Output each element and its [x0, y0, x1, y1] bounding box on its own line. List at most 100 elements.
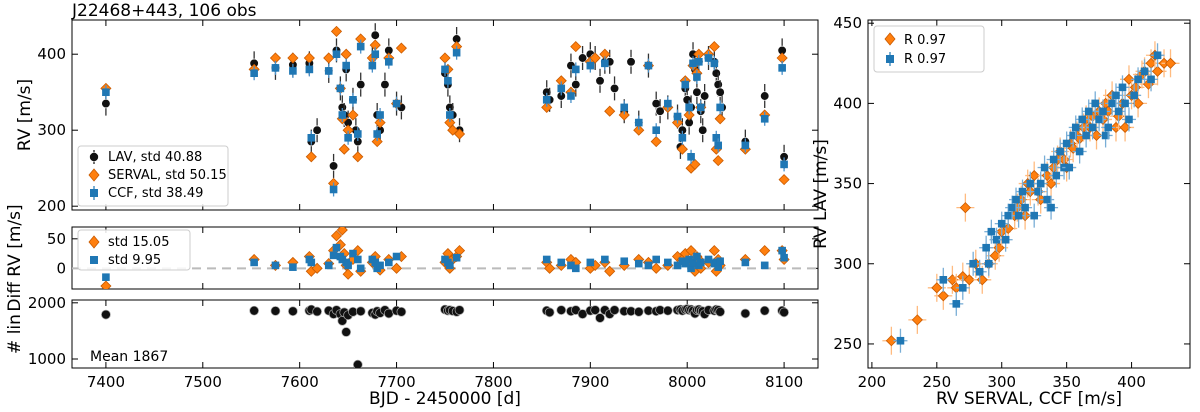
data-point: [352, 151, 364, 163]
data-point: [447, 124, 459, 136]
data-point: [987, 227, 996, 236]
data-point: [652, 126, 661, 134]
data-point: [577, 53, 588, 63]
data-point: [356, 42, 365, 51]
data-point: [1075, 147, 1084, 156]
data-point: [1118, 83, 1127, 92]
data-point: [342, 268, 354, 280]
data-point: [446, 111, 454, 119]
ytick-label: 2000: [28, 294, 66, 312]
data-point: [1004, 211, 1013, 220]
data-point: [931, 282, 943, 294]
data-point: [1121, 99, 1129, 108]
data-point: [997, 219, 1006, 228]
data-point: [1062, 139, 1071, 148]
rv-timeseries-ylabel: RV [m/s]: [15, 79, 35, 151]
data-point: [601, 255, 609, 264]
data-point: [1108, 99, 1116, 108]
xtick-label: 400: [1117, 373, 1146, 391]
ytick-label: 400: [37, 45, 66, 63]
data-point: [354, 130, 362, 138]
legend-lav-label: LAV, std 40.88: [108, 150, 202, 165]
data-point: [975, 267, 984, 276]
legend-serval-marker: [88, 168, 100, 182]
lav-vs-serval-ccf-legend-box: [873, 25, 985, 73]
data-point: [685, 255, 693, 264]
data-point: [1012, 195, 1020, 204]
data-point: [1114, 107, 1123, 116]
data-point: [741, 258, 750, 267]
lav-vs-serval-ccf-yticks: 250 300 350 400 450: [833, 14, 1190, 353]
data-point: [712, 258, 721, 267]
data-point: [373, 130, 381, 138]
data-point: [760, 115, 769, 123]
data-point: [1014, 211, 1023, 220]
data-point: [1036, 179, 1045, 188]
data-point: [452, 48, 461, 57]
series-square: [893, 43, 1165, 353]
data-point: [102, 273, 110, 281]
data-point: [634, 259, 643, 268]
data-point: [396, 306, 407, 317]
data-point: [740, 308, 751, 319]
data-point: [271, 261, 280, 270]
data-point: [604, 105, 616, 117]
data-point: [1140, 67, 1149, 76]
xtick-label: 7500: [184, 373, 222, 391]
rv-timeseries-xticks: [105, 20, 785, 210]
diff-rv-panel: 0 50 Diff RV [m/s] std 15.05 std 9.95: [5, 204, 819, 312]
data-point: [760, 91, 770, 101]
data-point: [1147, 75, 1155, 84]
data-point: [336, 84, 345, 93]
data-point: [289, 67, 297, 75]
data-point: [609, 83, 620, 94]
data-point: [355, 306, 366, 317]
data-point: [376, 261, 384, 270]
xtick-label: 7400: [87, 373, 125, 391]
data-point: [626, 57, 636, 67]
data-point: [678, 134, 687, 142]
data-point: [312, 125, 322, 135]
legend-diff-ccf-label: std 9.95: [108, 253, 161, 268]
data-point: [1008, 203, 1016, 212]
legend-diff-serval-marker: [88, 235, 100, 249]
data-point: [655, 106, 665, 116]
legend-r-serval-label: R 0.97: [904, 33, 946, 48]
data-point: [959, 202, 971, 214]
diff-rv-xticks: [105, 227, 785, 289]
data-point: [374, 117, 386, 129]
data-point: [570, 41, 582, 53]
data-point: [544, 262, 556, 274]
legend-r-serval-marker: [884, 32, 896, 46]
data-point: [544, 307, 555, 318]
data-point: [329, 251, 338, 260]
data-point: [392, 99, 401, 108]
data-point: [1095, 115, 1103, 124]
data-point: [444, 77, 452, 85]
data-point: [644, 261, 653, 270]
rv-timeseries-marks: [100, 23, 790, 197]
data-point: [1164, 57, 1177, 69]
data-point: [714, 263, 723, 271]
data-point: [249, 305, 259, 316]
data-point: [633, 124, 645, 136]
series-square: [102, 39, 788, 197]
legend-entry-lav: LAV, std 40.88: [89, 150, 202, 165]
data-point: [708, 41, 720, 53]
data-point: [307, 258, 316, 267]
data-point: [354, 255, 362, 264]
data-point: [250, 69, 258, 77]
data-point: [356, 264, 365, 273]
series-square: [102, 243, 788, 281]
data-point: [330, 25, 343, 37]
data-point: [695, 58, 703, 66]
diff-rv-legend-box: [77, 229, 191, 271]
legend-ccf-marker: [90, 189, 98, 197]
xtick-label: 7800: [474, 373, 512, 391]
xtick-label: 7600: [281, 373, 319, 391]
data-point: [713, 79, 723, 90]
legend-serval-label: SERVAL, std 50.15: [108, 168, 227, 183]
ytick-label: 200: [37, 197, 66, 215]
data-point: [1078, 115, 1087, 124]
ytick-label: 300: [37, 121, 66, 139]
